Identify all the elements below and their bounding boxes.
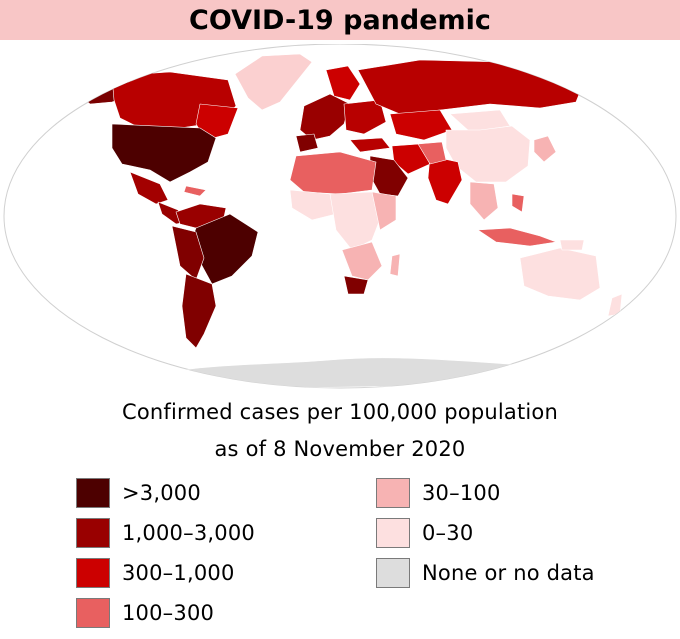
region-southern-cone xyxy=(181,273,217,349)
legend-item: 100–300 xyxy=(76,598,214,628)
region-europe-west xyxy=(299,93,351,141)
map-title: COVID-19 pandemic xyxy=(189,4,491,36)
legend-swatch xyxy=(376,478,410,508)
caption-line-1: Confirmed cases per 100,000 population xyxy=(121,400,558,424)
region-kazakhstan xyxy=(389,109,453,141)
legend-label: 300–1,000 xyxy=(122,561,235,585)
legend-label: >3,000 xyxy=(122,481,201,505)
region-peru-bolivia xyxy=(171,225,205,281)
region-russia xyxy=(357,59,585,115)
legend-item: 30–100 xyxy=(376,478,501,508)
legend-swatch xyxy=(376,558,410,588)
region-usa xyxy=(111,123,217,183)
region-madagascar xyxy=(389,253,401,277)
legend-label: 0–30 xyxy=(422,521,474,545)
legend-swatch xyxy=(76,518,110,548)
legend-swatch xyxy=(76,558,110,588)
legend-item: 1,000–3,000 xyxy=(76,518,255,548)
region-caribbean xyxy=(183,185,207,197)
caption-line-2: as of 8 November 2020 xyxy=(214,437,466,461)
region-turkey xyxy=(349,137,391,153)
world-map xyxy=(0,43,680,394)
legend-label: None or no data xyxy=(422,561,595,585)
region-east-africa xyxy=(371,191,397,231)
region-china xyxy=(445,125,531,183)
legend-label: 100–300 xyxy=(122,601,215,625)
region-southern-africa xyxy=(341,241,383,281)
legend-label: 1,000–3,000 xyxy=(122,521,255,545)
legend-swatch xyxy=(76,598,110,628)
region-iran xyxy=(391,143,431,175)
title-banner: COVID-19 pandemic xyxy=(0,0,680,40)
region-southeast-asia xyxy=(469,181,499,221)
region-korea-japan xyxy=(533,135,557,163)
region-papua xyxy=(559,239,585,251)
legend-item: 0–30 xyxy=(376,518,473,548)
region-greenland xyxy=(234,53,313,111)
legend-item: >3,000 xyxy=(76,478,201,508)
region-mexico xyxy=(129,171,169,205)
region-scandinavia xyxy=(325,65,361,101)
region-philippines xyxy=(511,193,525,213)
legend-label: 30–100 xyxy=(422,481,501,505)
region-pakistan-afghanistan xyxy=(417,141,447,165)
legend-item: None or no data xyxy=(376,558,595,588)
legend-swatch xyxy=(76,478,110,508)
legend-swatch xyxy=(376,518,410,548)
legend-item: 300–1,000 xyxy=(76,558,235,588)
region-iberia xyxy=(295,133,319,153)
region-west-africa xyxy=(289,189,337,221)
region-canada-east xyxy=(195,103,239,141)
region-india xyxy=(427,155,463,205)
region-indonesia xyxy=(477,227,557,247)
region-north-africa xyxy=(289,151,377,195)
region-south-africa xyxy=(343,275,369,295)
